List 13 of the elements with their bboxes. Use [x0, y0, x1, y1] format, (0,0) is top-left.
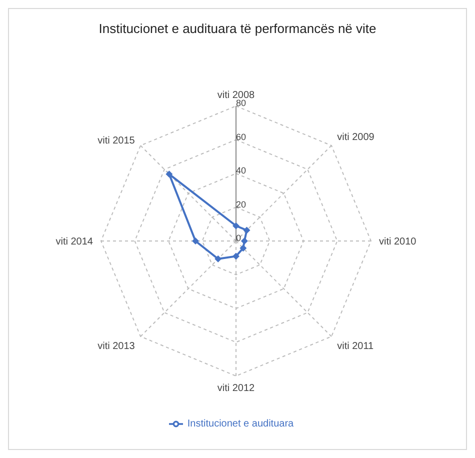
spoke-label: viti 2009: [337, 132, 375, 143]
y-tick-label: 60: [236, 132, 246, 142]
chart-title: Institucionet e audituara të performancës në vite: [98, 20, 378, 36]
spoke-label: viti 2014: [56, 236, 94, 248]
spoke-label: viti 2010: [379, 236, 417, 248]
spoke-label: viti 2013: [98, 341, 136, 352]
spoke-label: viti 2015: [98, 135, 136, 146]
y-tick-label: 80: [236, 98, 246, 108]
spoke-label: viti 2011: [337, 341, 374, 352]
legend-label: Institucionet e audituara: [187, 418, 294, 430]
spoke-label: viti 2008: [217, 90, 256, 101]
y-tick-label: 20: [236, 199, 246, 210]
spoke-label: viti 2012: [217, 383, 256, 394]
